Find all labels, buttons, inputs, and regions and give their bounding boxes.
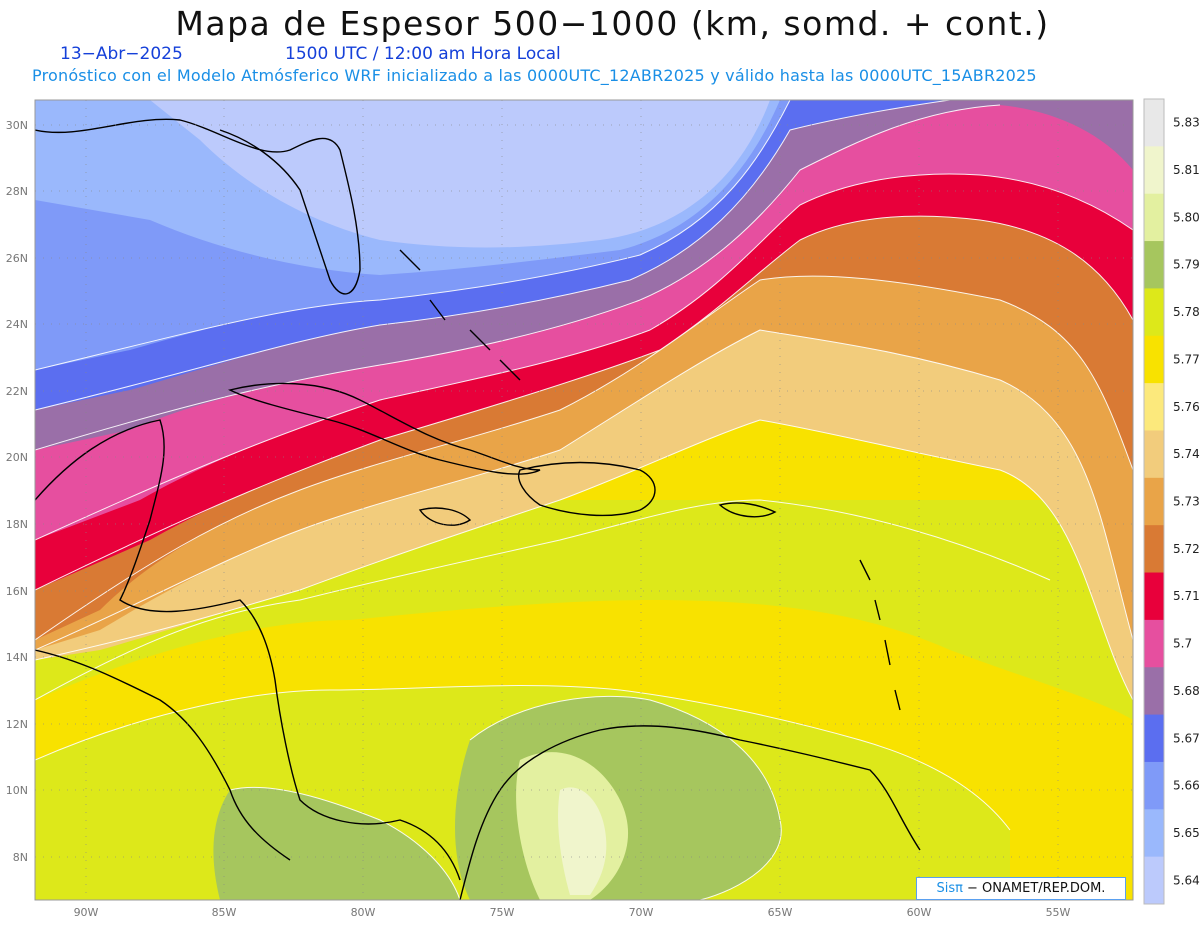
colorbar-swatch (1144, 856, 1164, 905)
colorbar-label: 5.748 (1173, 447, 1200, 461)
colorbar-border (1143, 98, 1165, 905)
lat-label: 24N (6, 318, 28, 331)
colorbar-swatch (1144, 241, 1164, 289)
colorbar-label: 5.688 (1173, 684, 1200, 698)
colorbar-label: 5.772 (1173, 352, 1200, 366)
lat-label: 20N (6, 451, 28, 464)
colorbar-label: 5.724 (1173, 542, 1200, 556)
longitude-axis: 90W 85W 80W 75W 70W 65W 60W 55W (74, 906, 1071, 919)
colorbar-swatch (1144, 193, 1164, 242)
colorbar-label: 5.64 (1173, 873, 1200, 887)
colorbar-swatch (1144, 477, 1164, 526)
colorbar-label: 5.795 (1173, 258, 1200, 272)
colorbar-label: 5.7 (1173, 637, 1192, 651)
lat-label: 12N (6, 718, 28, 731)
colorbar-swatch (1144, 383, 1164, 431)
colorbar-label: 5.831 (1173, 116, 1200, 130)
contour-fill (35, 100, 1133, 900)
colorbar-swatch (1144, 667, 1164, 716)
valid-time: 1500 UTC / 12:00 am Hora Local (285, 44, 561, 64)
colorbar-swatch (1144, 430, 1164, 479)
colorbar-swatch (1144, 99, 1164, 147)
lat-label: 30N (6, 119, 28, 132)
colorbar-label: 5.676 (1173, 731, 1200, 745)
colorbar-label: 5.736 (1173, 495, 1200, 509)
credit-box: Sisπ − ONAMET/REP.DOM. (916, 877, 1126, 900)
map-title: Mapa de Espesor 500−1000 (km, somd. + co… (175, 4, 1050, 43)
lon-label: 90W (74, 906, 99, 919)
lon-label: 60W (907, 906, 932, 919)
lat-label: 18N (6, 518, 28, 531)
valid-date: 13−Abr−2025 (60, 44, 183, 64)
graticule (35, 100, 1133, 900)
colorbar-swatch (1144, 525, 1164, 574)
lat-label: 14N (6, 651, 28, 664)
colorbar-label: 5.76 (1173, 400, 1200, 414)
colorbar-swatch (1144, 714, 1164, 763)
lon-label: 80W (351, 906, 376, 919)
colorbar-label: 5.664 (1173, 779, 1200, 793)
colorbar-label: 5.652 (1173, 826, 1200, 840)
coastlines (35, 118, 921, 900)
lon-label: 75W (490, 906, 515, 919)
sispi-logo: Sisπ (936, 881, 964, 896)
colorbar-swatch (1144, 809, 1164, 858)
latitude-axis: 30N 28N 26N 24N 22N 20N 18N 16N 14N 12N … (6, 119, 28, 864)
colorbar-label: 5.712 (1173, 589, 1200, 603)
colorbar-swatch (1144, 146, 1164, 195)
credit-text: − ONAMET/REP.DOM. (967, 881, 1106, 896)
colorbar-swatch (1144, 572, 1164, 621)
lon-label: 70W (629, 906, 654, 919)
colorbar-swatch (1144, 288, 1164, 337)
colorbar-swatch (1144, 761, 1164, 810)
lat-label: 22N (6, 385, 28, 398)
colorbar-label: 5.819 (1173, 163, 1200, 177)
lon-label: 55W (1046, 906, 1071, 919)
forecast-description: Pronóstico con el Modelo Atmósferico WRF… (32, 66, 1037, 85)
colorbar-swatch (1144, 335, 1164, 384)
lat-label: 16N (6, 585, 28, 598)
colorbar-label: 5.807 (1173, 210, 1200, 224)
lat-label: 28N (6, 185, 28, 198)
lon-label: 65W (768, 906, 793, 919)
lat-label: 26N (6, 252, 28, 265)
lat-label: 10N (6, 784, 28, 797)
colorbar-swatch (1144, 619, 1164, 668)
lon-label: 85W (212, 906, 237, 919)
colorbar: 5.831 5.819 5.807 5.795 5.783 5.772 5.76 5.748 5… (1143, 98, 1200, 905)
lat-label: 8N (13, 851, 28, 864)
colorbar-label: 5.783 (1173, 305, 1200, 319)
